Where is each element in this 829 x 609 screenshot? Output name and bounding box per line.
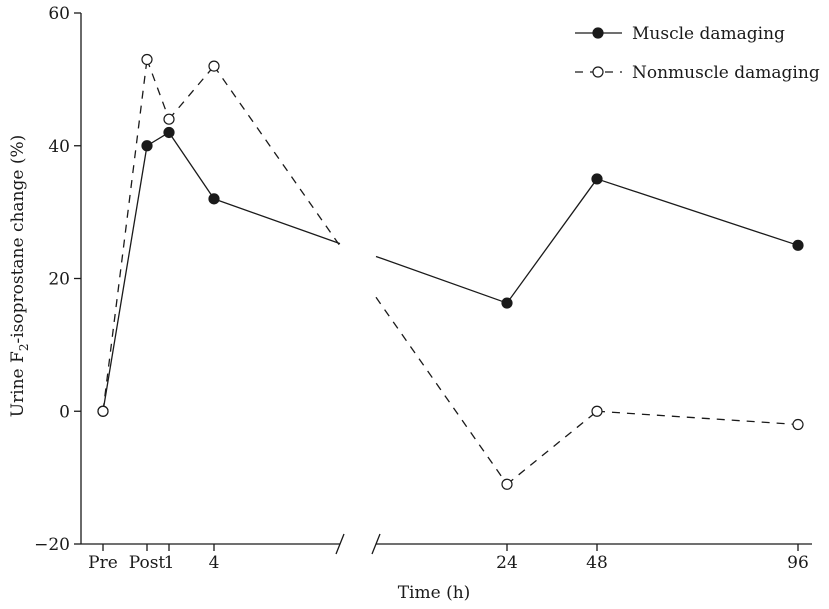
nonmuscle-damaging-segment-3b — [375, 296, 508, 485]
muscle-damaging-segment-3a — [213, 198, 341, 245]
x-axis-break-mark-left — [335, 533, 345, 555]
muscle-damaging-segment-0 — [102, 145, 148, 412]
y-tick-label-60: 60 — [48, 4, 70, 24]
y-tick-label--20: −20 — [34, 535, 70, 555]
legend-marker-muscle — [592, 27, 604, 39]
nonmuscle-damaging-segment-0 — [102, 59, 148, 412]
muscle-damaging-point-post — [141, 140, 153, 152]
muscle-damaging-point-1 — [163, 126, 175, 139]
nonmuscle-damaging-point-post — [141, 53, 153, 66]
nonmuscle-damaging-segment-3a — [213, 65, 341, 247]
muscle-damaging-segment-5 — [596, 178, 799, 246]
x-tick-label-post: Post — [129, 553, 166, 573]
x-axis-label: Time (h) — [398, 583, 471, 603]
muscle-damaging-segment-2 — [168, 132, 215, 200]
nonmuscle-damaging-point-24 — [501, 478, 513, 490]
y-axis-label-subscript: 2 — [17, 344, 31, 352]
nonmuscle-damaging-segment-5 — [596, 410, 799, 426]
series-layer — [97, 53, 804, 490]
muscle-damaging-point-4 — [208, 193, 220, 205]
nonmuscle-damaging-segment-4 — [506, 410, 598, 485]
muscle-damaging-point-24 — [501, 297, 513, 309]
x-axis-break-mark-right — [371, 533, 381, 555]
y-axis-label-suffix: -isoprostane change (%) — [8, 135, 28, 344]
nonmuscle-damaging-point-pre — [97, 405, 109, 417]
legend: Muscle damaging Nonmuscle damaging — [575, 24, 820, 83]
muscle-damaging-point-48 — [591, 173, 603, 185]
x-tick-label-pre: Pre — [88, 553, 118, 573]
y-tick-label-0: 0 — [59, 402, 70, 422]
x-tick-label-4: 4 — [209, 553, 220, 573]
nonmuscle-damaging-segment-1 — [146, 59, 170, 120]
nonmuscle-damaging-segment-2 — [168, 65, 215, 120]
y-tick-label-20: 20 — [48, 270, 70, 290]
nonmuscle-damaging-point-96 — [792, 418, 804, 431]
legend-label-muscle: Muscle damaging — [632, 24, 785, 44]
legend-marker-nonmuscle — [592, 66, 604, 78]
x-tick-label-48: 48 — [586, 553, 608, 573]
x-tick-label-1: 1 — [164, 553, 175, 573]
nonmuscle-damaging-point-4 — [208, 60, 220, 72]
x-tick-label-96: 96 — [787, 553, 809, 573]
legend-label-nonmuscle: Nonmuscle damaging — [632, 63, 820, 83]
muscle-damaging-segment-3b — [375, 255, 508, 304]
y-axis-label-prefix: Urine F — [8, 351, 28, 417]
muscle-damaging-point-96 — [792, 239, 804, 251]
muscle-damaging-segment-4 — [506, 178, 598, 304]
y-tick-label-40: 40 — [48, 137, 70, 157]
nonmuscle-damaging-point-1 — [163, 113, 175, 125]
y-axis-label: Urine F2-isoprostane change (%) — [8, 135, 31, 418]
x-tick-label-24: 24 — [496, 553, 518, 573]
nonmuscle-damaging-point-48 — [591, 405, 603, 417]
